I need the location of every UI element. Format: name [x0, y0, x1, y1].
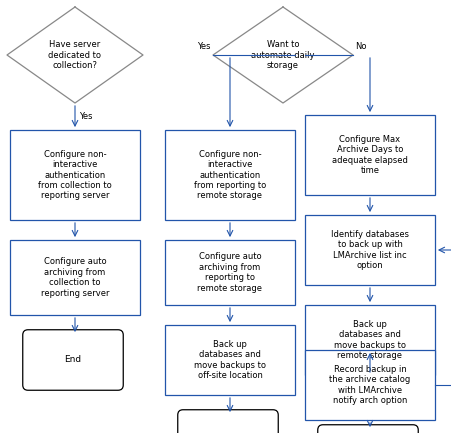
Text: Configure Max
Archive Days to
adequate elapsed
time: Configure Max Archive Days to adequate e…: [331, 135, 407, 175]
FancyBboxPatch shape: [304, 115, 434, 195]
Text: Have server
dedicated to
collection?: Have server dedicated to collection?: [48, 40, 101, 70]
Text: End: End: [64, 355, 81, 365]
Text: Yes: Yes: [79, 112, 92, 121]
Text: Back up
databases and
move backups to
off-site location: Back up databases and move backups to of…: [193, 340, 265, 380]
Text: Identify databases
to back up with
LMArchive list inc
option: Identify databases to back up with LMArc…: [330, 230, 408, 270]
FancyBboxPatch shape: [10, 130, 140, 220]
Text: Yes: Yes: [197, 42, 211, 51]
FancyBboxPatch shape: [177, 410, 278, 433]
FancyBboxPatch shape: [23, 330, 123, 390]
FancyBboxPatch shape: [304, 350, 434, 420]
FancyBboxPatch shape: [10, 240, 140, 315]
Text: Configure auto
archiving from
reporting to
remote storage: Configure auto archiving from reporting …: [197, 252, 262, 293]
FancyBboxPatch shape: [304, 215, 434, 285]
FancyBboxPatch shape: [165, 240, 295, 305]
FancyBboxPatch shape: [165, 325, 295, 395]
FancyBboxPatch shape: [317, 425, 417, 433]
FancyBboxPatch shape: [165, 130, 295, 220]
Text: Back up
databases and
move backups to
remote storage: Back up databases and move backups to re…: [333, 320, 405, 360]
Polygon shape: [212, 7, 352, 103]
Text: Configure non-
interactive
authentication
from reporting to
remote storage: Configure non- interactive authenticatio…: [193, 150, 266, 200]
Text: Configure auto
archiving from
collection to
reporting server: Configure auto archiving from collection…: [41, 257, 109, 297]
Text: No: No: [354, 42, 366, 51]
Text: Record backup in
the archive catalog
with LMArchive
notify arch option: Record backup in the archive catalog wit…: [329, 365, 410, 405]
Polygon shape: [7, 7, 143, 103]
FancyBboxPatch shape: [304, 305, 434, 375]
Text: Want to
automate daily
storage: Want to automate daily storage: [251, 40, 314, 70]
Text: Configure non-
interactive
authentication
from collection to
reporting server: Configure non- interactive authenticatio…: [38, 150, 112, 200]
